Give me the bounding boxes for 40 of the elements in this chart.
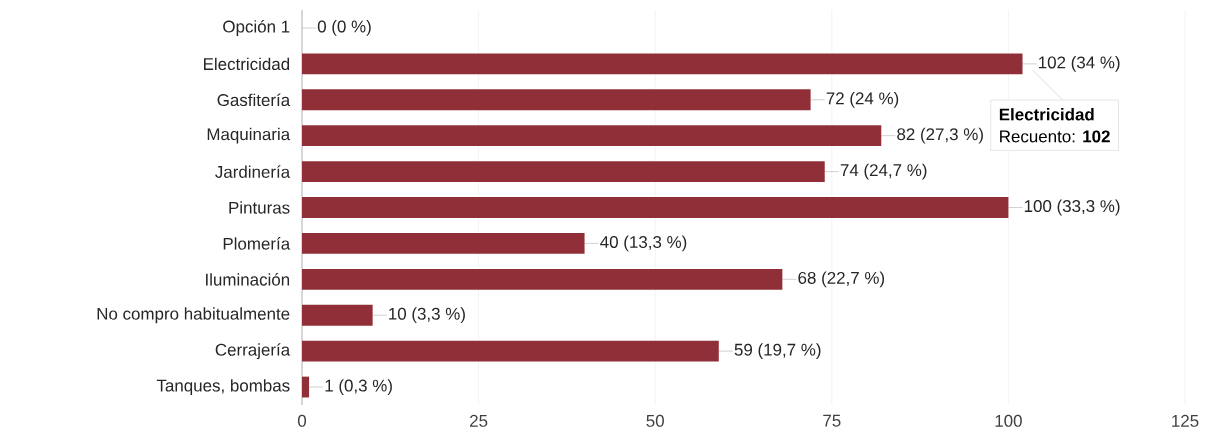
data-label: 40 (13,3 %) [600,235,687,252]
y-tick-label: Tanques, bombas [156,379,290,395]
data-label: 10 (3,3 %) [389,307,465,324]
x-tick-label: 50 [646,414,664,427]
y-tick-label: Cerrajería [215,343,291,360]
annotation: Recuento: 102 [1000,130,1110,143]
bar [302,125,882,147]
y-tick-label: Plomería [223,237,291,250]
x-tick-label: 25 [470,414,488,427]
y-tick-label: Iluminación [206,273,290,286]
x-tick-label: 0 [297,414,307,427]
y-tick-label: Opción 1 [223,19,290,36]
bar [302,376,310,398]
y-tick-label: Gasfitería [217,93,291,107]
bar [302,340,719,362]
x-tick-label: 100 [995,414,1022,427]
annotation: Electricidad [999,108,1094,121]
bar [302,304,373,326]
bar [302,89,811,111]
data-label: 102 (34 %) [1039,55,1120,72]
y-tick-label: No compro habitualmente [97,307,290,324]
data-label: 0 (0 %) [317,20,371,36]
data-label: 59 (19,7 %) [734,343,821,360]
bar [302,53,1023,75]
x-tick-label: 125 [1172,414,1199,427]
bar [302,161,825,183]
x-tick-label: 75 [823,414,841,427]
y-tick-label: Electricidad [204,57,290,71]
y-tick-label: Jardinería [215,165,291,178]
data-label: 74 (24,7 %) [840,163,927,180]
y-tick-label: Maquinaria [207,127,291,144]
bar [302,233,585,254]
data-label: 100 (33,3 %) [1024,199,1120,216]
data-label: 1 (0,3 %) [325,379,392,395]
data-label: 82 (27,3 %) [897,127,983,144]
bar [302,268,783,290]
data-label: 72 (24 %) [826,91,899,108]
bar [302,197,1009,218]
y-tick-label: Pinturas [229,201,290,214]
data-label: 68 (22,7 %) [798,271,885,288]
